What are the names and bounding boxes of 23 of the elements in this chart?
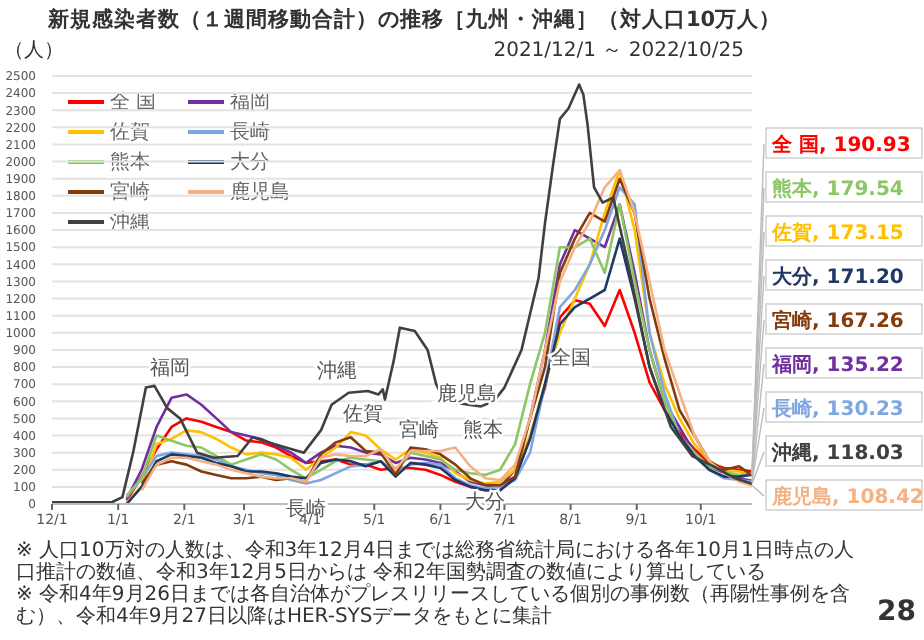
y-axis-title: （人） [4,38,64,64]
annotation: 大分 [465,490,506,515]
data-label: 沖縄, 118.03 [770,441,904,465]
annotation: 熊本 [463,418,504,443]
annotation: 宮崎 [398,417,439,442]
text: 28 [877,596,916,628]
data-label: 宮崎, 167.26 [772,309,904,333]
legend-label: 鹿児島 [230,179,290,206]
annotation: 福岡 [150,356,191,381]
data-label: 長崎, 130.23 [770,397,904,421]
legend-label: 全 国 [110,90,157,116]
text: ※ 人口10万対の人数は、令和3年12月4日までは総務省統計局における各年10月1日時点の人口推計の数値、令和3年12月5日からは 令和2年国勢調査の数値により算出している [16,540,856,584]
data-label: 福岡, 135.22 [770,353,904,377]
annotation: 沖縄 [316,358,357,383]
chart-title: 新規感染者数（１週間移動合計）の推移［九州・沖縄］（対人口10万人） [48,8,782,32]
text: ※ 令和4年9月26日までは各自治体がプレスリリースしている個別の事例数（再陽性事例を含む）、令和4年9月27日以降はHER-SYSデータをもとに集計 [16,584,853,628]
data-label: 全 国, 190.93 [770,133,911,157]
annotation: 佐賀 [342,402,383,427]
data-label: 大分, 171.20 [770,265,904,289]
data-label: 佐賀, 173.15 [770,221,904,245]
chart-subtitle: 2021/12/1 ～ 2022/10/25 [493,38,744,64]
data-label: 熊本, 179.54 [772,177,904,201]
data-label: 鹿児島, 108.42 [770,485,924,509]
